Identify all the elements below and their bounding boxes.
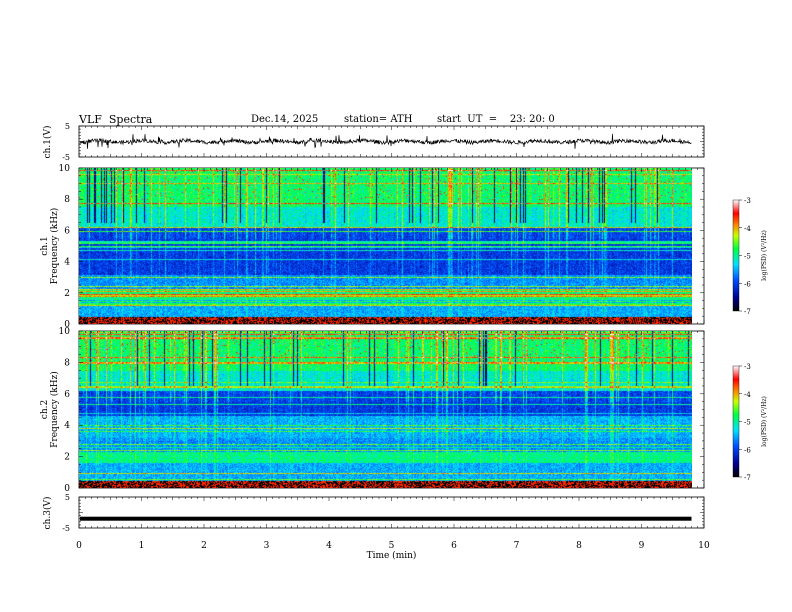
x-tick-label: 0 [76,541,82,551]
colorbar-label: log(PSD) (V²/Hz) [761,396,768,447]
x-tick-label: 9 [639,541,645,551]
y-tick-label: 10 [59,327,71,337]
y-axis-label: ch.1(V) [42,126,53,159]
y-tick-label: 5 [65,122,70,131]
colorbar-tick-label: -3 [744,363,751,371]
x-tick-label: 2 [201,541,207,551]
colorbar-tick-label: -7 [744,308,751,316]
y-axis-label-frequency: Frequency (kHz) [49,371,60,448]
ch1-colorbar [732,199,740,312]
station-label: station= ATH [344,114,413,125]
y-tick-label: 8 [64,358,70,368]
y-axis-label-channel: ch.2 [40,400,50,419]
x-tick-label: 10 [698,541,710,551]
colorbar-tick-label: -3 [744,197,751,205]
figure-title: VLF Spectra [79,113,153,126]
ch2-spectrogram-image [79,331,692,488]
x-tick-label: 8 [576,541,582,551]
y-tick-label: 10 [59,164,71,174]
y-axis-label-frequency: Frequency (kHz) [49,208,60,285]
colorbar-tick-label: -4 [744,391,751,399]
y-tick-label: 0 [64,484,70,494]
ch1-spectrogram-image [79,168,692,324]
date-label: Dec.14, 2025 [251,114,319,125]
y-tick-label: 2 [64,453,70,463]
y-tick-label: 4 [64,421,70,431]
y-tick-label: -5 [62,153,70,162]
colorbar-tick-label: -4 [744,225,751,233]
colorbar-tick-label: -7 [744,474,751,482]
x-tick-label: 6 [451,541,457,551]
ch1-waveform-line [79,133,692,149]
y-axis-label: ch.3(V) [42,497,53,530]
x-axis-label: Time (min) [367,550,417,561]
x-tick-label: 1 [139,541,145,551]
ch3-waveform-line [80,516,692,521]
y-axis-label-channel: ch.1 [40,236,50,255]
y-tick-label: -5 [62,524,70,533]
y-tick-label: 5 [65,493,70,502]
colorbar-tick-label: -5 [744,253,751,261]
y-tick-label: 2 [64,289,70,299]
colorbar-tick-label: -6 [744,446,751,454]
colorbar-tick-label: -5 [744,419,751,427]
y-tick-label: 6 [64,226,70,236]
start-time-label: start UT = 23: 20: 0 [437,114,555,125]
colorbar-label: log(PSD) (V²/Hz) [761,230,768,281]
x-tick-label: 5 [389,541,395,551]
y-tick-label: 8 [64,195,70,205]
y-tick-label: 0 [64,320,70,330]
x-tick-label: 7 [514,541,520,551]
y-tick-label: 4 [64,258,70,268]
x-tick-label: 4 [326,541,332,551]
ch2-colorbar [732,365,740,478]
y-tick-label: 6 [64,390,70,400]
ch3-waveform-panel [78,496,705,529]
colorbar-tick-label: -6 [744,280,751,288]
x-tick-label: 3 [264,541,270,551]
